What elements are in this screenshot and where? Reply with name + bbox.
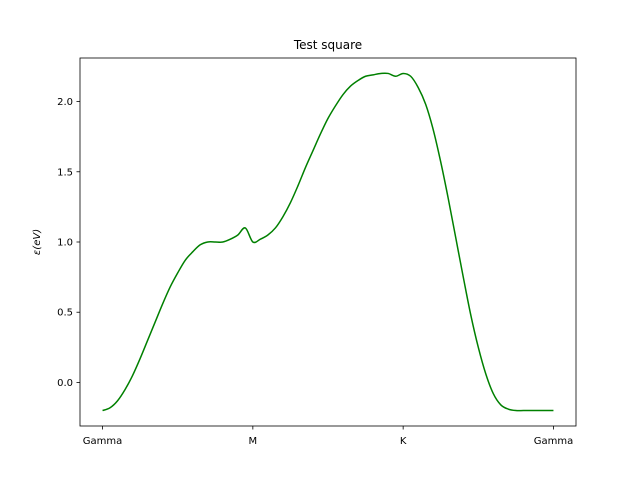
y-tick-label: 2.0 bbox=[57, 97, 73, 108]
x-tick-label: Gamma bbox=[83, 436, 123, 447]
y-axis-label: ε(eV) bbox=[32, 229, 43, 255]
x-tick-label: K bbox=[400, 436, 407, 447]
series-line-0 bbox=[102, 72, 554, 412]
y-tick-label: 0.0 bbox=[57, 378, 73, 389]
y-tick-label: 1.0 bbox=[57, 238, 73, 249]
ticks-layer: Gamma M K Gamma 0.0 0.5 1.0 1.5 2.0 bbox=[57, 97, 573, 447]
y-tick-label: 0.5 bbox=[57, 308, 73, 319]
plot-area bbox=[80, 58, 576, 426]
plot-frame bbox=[79, 57, 577, 427]
x-tick-label: Gamma bbox=[534, 436, 574, 447]
x-tick-label: M bbox=[249, 436, 258, 447]
series-layer bbox=[102, 72, 554, 412]
chart-title: Test square bbox=[293, 38, 362, 52]
y-tick-label: 1.5 bbox=[57, 167, 73, 178]
